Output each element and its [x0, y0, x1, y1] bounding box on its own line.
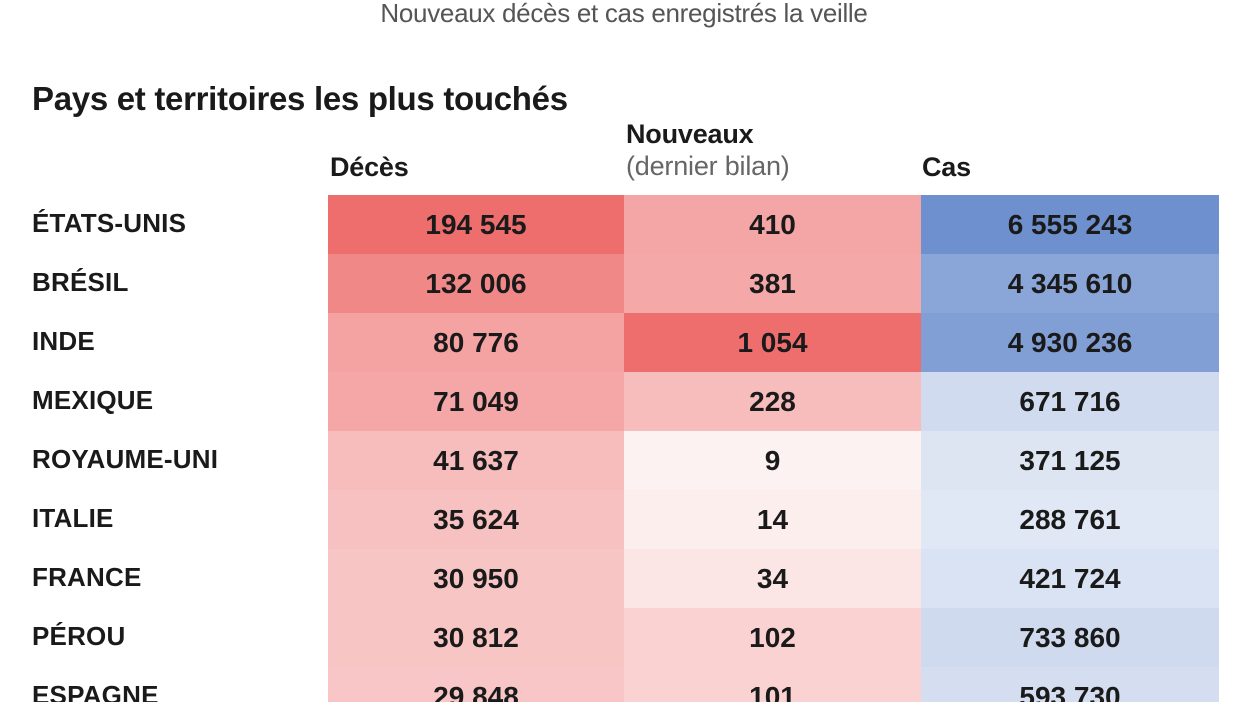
cell-cases: 4 345 610 [921, 254, 1219, 313]
table-row: MEXIQUE 71 049 228 671 716 [0, 372, 1248, 431]
cell-deaths: 194 545 [328, 195, 624, 254]
cell-deaths: 30 812 [328, 608, 624, 667]
cell-new: 14 [624, 490, 921, 549]
country-label: ÉTATS-UNIS [32, 208, 187, 238]
country-label: ESPAGNE [32, 680, 159, 702]
table-row: BRÉSIL 132 006 381 4 345 610 [0, 254, 1248, 313]
cell-cases: 593 730 [921, 667, 1219, 702]
table-row: ITALIE 35 624 14 288 761 [0, 490, 1248, 549]
country-label: PÉROU [32, 621, 126, 651]
subtitle: Nouveaux décès et cas enregistrés la vei… [380, 0, 868, 28]
cell-new: 9 [624, 431, 921, 490]
table-row: FRANCE 30 950 34 421 724 [0, 549, 1248, 608]
table-row: PÉROU 30 812 102 733 860 [0, 608, 1248, 667]
column-header-deaths: Décès [330, 152, 409, 182]
cell-deaths: 29 848 [328, 667, 624, 702]
cell-deaths: 80 776 [328, 313, 624, 372]
cell-cases: 421 724 [921, 549, 1219, 608]
cell-deaths: 30 950 [328, 549, 624, 608]
table-row: ÉTATS-UNIS 194 545 410 6 555 243 [0, 195, 1248, 254]
country-label: BRÉSIL [32, 267, 129, 297]
column-header-cases: Cas [922, 152, 971, 182]
cell-cases: 288 761 [921, 490, 1219, 549]
country-label: ROYAUME-UNI [32, 444, 219, 474]
cell-new: 381 [624, 254, 921, 313]
cell-deaths: 41 637 [328, 431, 624, 490]
table-row: INDE 80 776 1 054 4 930 236 [0, 313, 1248, 372]
column-header-new: Nouveaux (dernier bilan) [626, 118, 790, 182]
cell-cases: 733 860 [921, 608, 1219, 667]
column-header-new-label: Nouveaux [626, 119, 754, 149]
table-row: ROYAUME-UNI 41 637 9 371 125 [0, 431, 1248, 490]
cell-new: 410 [624, 195, 921, 254]
country-label: ITALIE [32, 503, 114, 533]
country-label: INDE [32, 326, 95, 356]
cell-deaths: 35 624 [328, 490, 624, 549]
cell-new: 34 [624, 549, 921, 608]
section-title: Pays et territoires les plus touchés [32, 80, 568, 117]
cell-deaths: 132 006 [328, 254, 624, 313]
cell-cases: 4 930 236 [921, 313, 1219, 372]
country-label: MEXIQUE [32, 385, 154, 415]
cell-deaths: 71 049 [328, 372, 624, 431]
column-header-new-sublabel: (dernier bilan) [626, 151, 790, 181]
data-table: ÉTATS-UNIS 194 545 410 6 555 243 BRÉSIL 132 0… [0, 195, 1248, 702]
cell-cases: 671 716 [921, 372, 1219, 431]
cell-new: 102 [624, 608, 921, 667]
cell-cases: 6 555 243 [921, 195, 1219, 254]
cell-cases: 371 125 [921, 431, 1219, 490]
cell-new: 1 054 [624, 313, 921, 372]
cell-new: 101 [624, 667, 921, 702]
table-row: ESPAGNE 29 848 101 593 730 [0, 667, 1248, 702]
cell-new: 228 [624, 372, 921, 431]
country-label: FRANCE [32, 562, 142, 592]
